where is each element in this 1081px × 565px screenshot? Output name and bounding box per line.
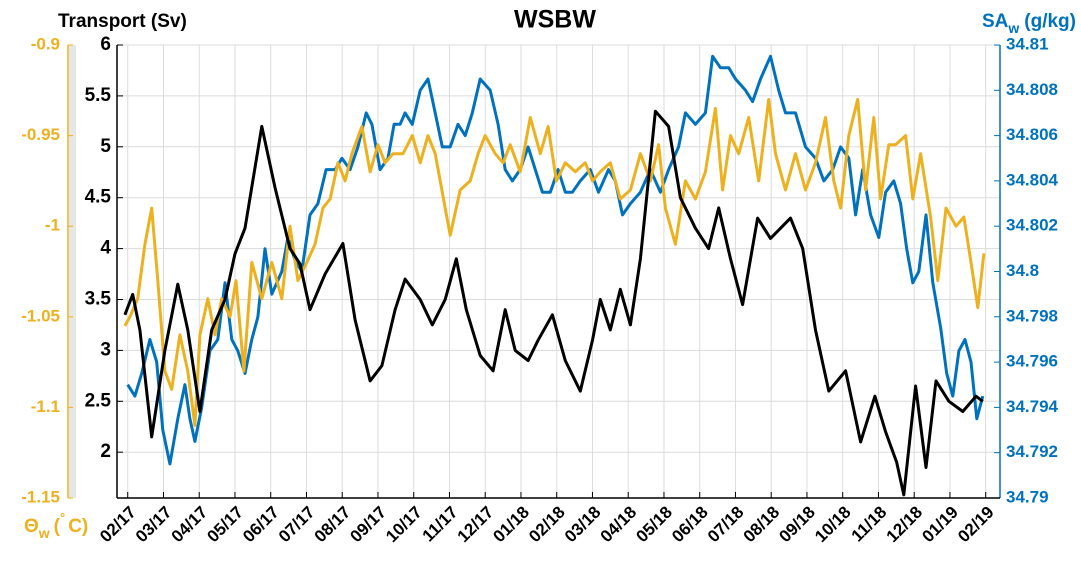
series-line: [123, 97, 986, 427]
x-tick-label: 12/18: [883, 503, 927, 547]
x-tick-label: 05/18: [632, 503, 676, 547]
y2-tick-label: 34.808: [1006, 80, 1058, 99]
x-tick-label: 01/19: [918, 503, 962, 547]
label-part: (: [54, 516, 61, 537]
y3-tick-label: -1.15: [21, 487, 60, 506]
x-tick-label: 10/17: [382, 503, 426, 547]
x-tick-label: 12/17: [454, 503, 498, 547]
y-tick-label: 3.5: [85, 289, 112, 310]
label-part: °: [60, 510, 65, 525]
y-axis-label: Transport (Sv): [58, 11, 187, 32]
y-tick-label: 4: [100, 238, 111, 259]
y2-tick-label: 34.79: [1006, 487, 1049, 506]
y-tick-label: 5.5: [85, 85, 112, 106]
y-tick-label: 5: [100, 136, 111, 157]
x-tick-label: 02/18: [525, 503, 569, 547]
x-tick-label: 02/19: [954, 503, 998, 547]
label-part: C): [68, 516, 88, 537]
x-tick-label: 11/17: [419, 503, 462, 546]
label-part: w: [1007, 20, 1019, 36]
x-tick-label: 01/18: [489, 503, 533, 547]
x-tick-label: 02/17: [96, 503, 140, 547]
y2-tick-label: 34.802: [1006, 216, 1058, 235]
y-tick-label: 2.5: [85, 390, 112, 411]
x-tick-label: 03/18: [561, 503, 605, 547]
label-part: w: [38, 525, 50, 541]
y-tick-label: 6: [100, 34, 111, 55]
label-part: (g/kg): [1024, 11, 1076, 32]
x-tick-label: 09/18: [775, 503, 819, 547]
y2-tick-label: 34.798: [1006, 306, 1058, 325]
y2-tick-label: 34.8: [1006, 261, 1039, 280]
y2-tick-label: 34.796: [1006, 352, 1058, 371]
x-tick-label: 08/17: [311, 503, 355, 547]
x-tick-label: 07/17: [275, 503, 319, 547]
series-line: [123, 109, 984, 497]
axis-gap: [69, 45, 76, 498]
x-tick-label: 05/17: [203, 503, 247, 547]
x-tick-label: 10/18: [811, 503, 855, 547]
y3-axis-label: Θw (° C): [24, 510, 88, 540]
x-tick-label: 06/18: [668, 503, 712, 547]
y-tick-label: 3: [100, 339, 111, 360]
x-tick-label: 09/17: [346, 503, 390, 547]
y2-tick-label: 34.794: [1006, 397, 1059, 416]
y3-tick-label: -0.9: [31, 34, 60, 53]
x-tick-label: 06/17: [239, 503, 283, 547]
chart-title: WSBW: [514, 6, 596, 34]
y3-tick-label: -0.95: [21, 125, 60, 144]
x-tick-label: 07/18: [704, 503, 748, 547]
x-tick-label: 04/17: [168, 503, 212, 547]
y2-tick-label: 34.804: [1006, 170, 1059, 189]
label-part: SA: [982, 11, 1009, 32]
x-tick-label: 04/18: [597, 503, 641, 547]
x-tick-label: 11/18: [848, 503, 891, 546]
x-tick-label: 03/17: [132, 503, 176, 547]
x-tick-label: 08/18: [740, 503, 784, 547]
y-tick-label: 4.5: [85, 187, 112, 208]
label-part: Θ: [24, 516, 39, 537]
y3-tick-label: -1: [45, 216, 60, 235]
y3-tick-label: -1.05: [21, 306, 60, 325]
y2-tick-label: 34.806: [1006, 125, 1058, 144]
y-tick-label: 2: [100, 441, 111, 462]
y2-tick-label: 34.792: [1006, 442, 1058, 461]
y2-tick-label: 34.81: [1006, 34, 1049, 53]
y3-tick-label: -1.1: [31, 397, 60, 416]
series-line: [126, 54, 985, 466]
y2-axis-label: SAw (g/kg): [982, 11, 1076, 36]
